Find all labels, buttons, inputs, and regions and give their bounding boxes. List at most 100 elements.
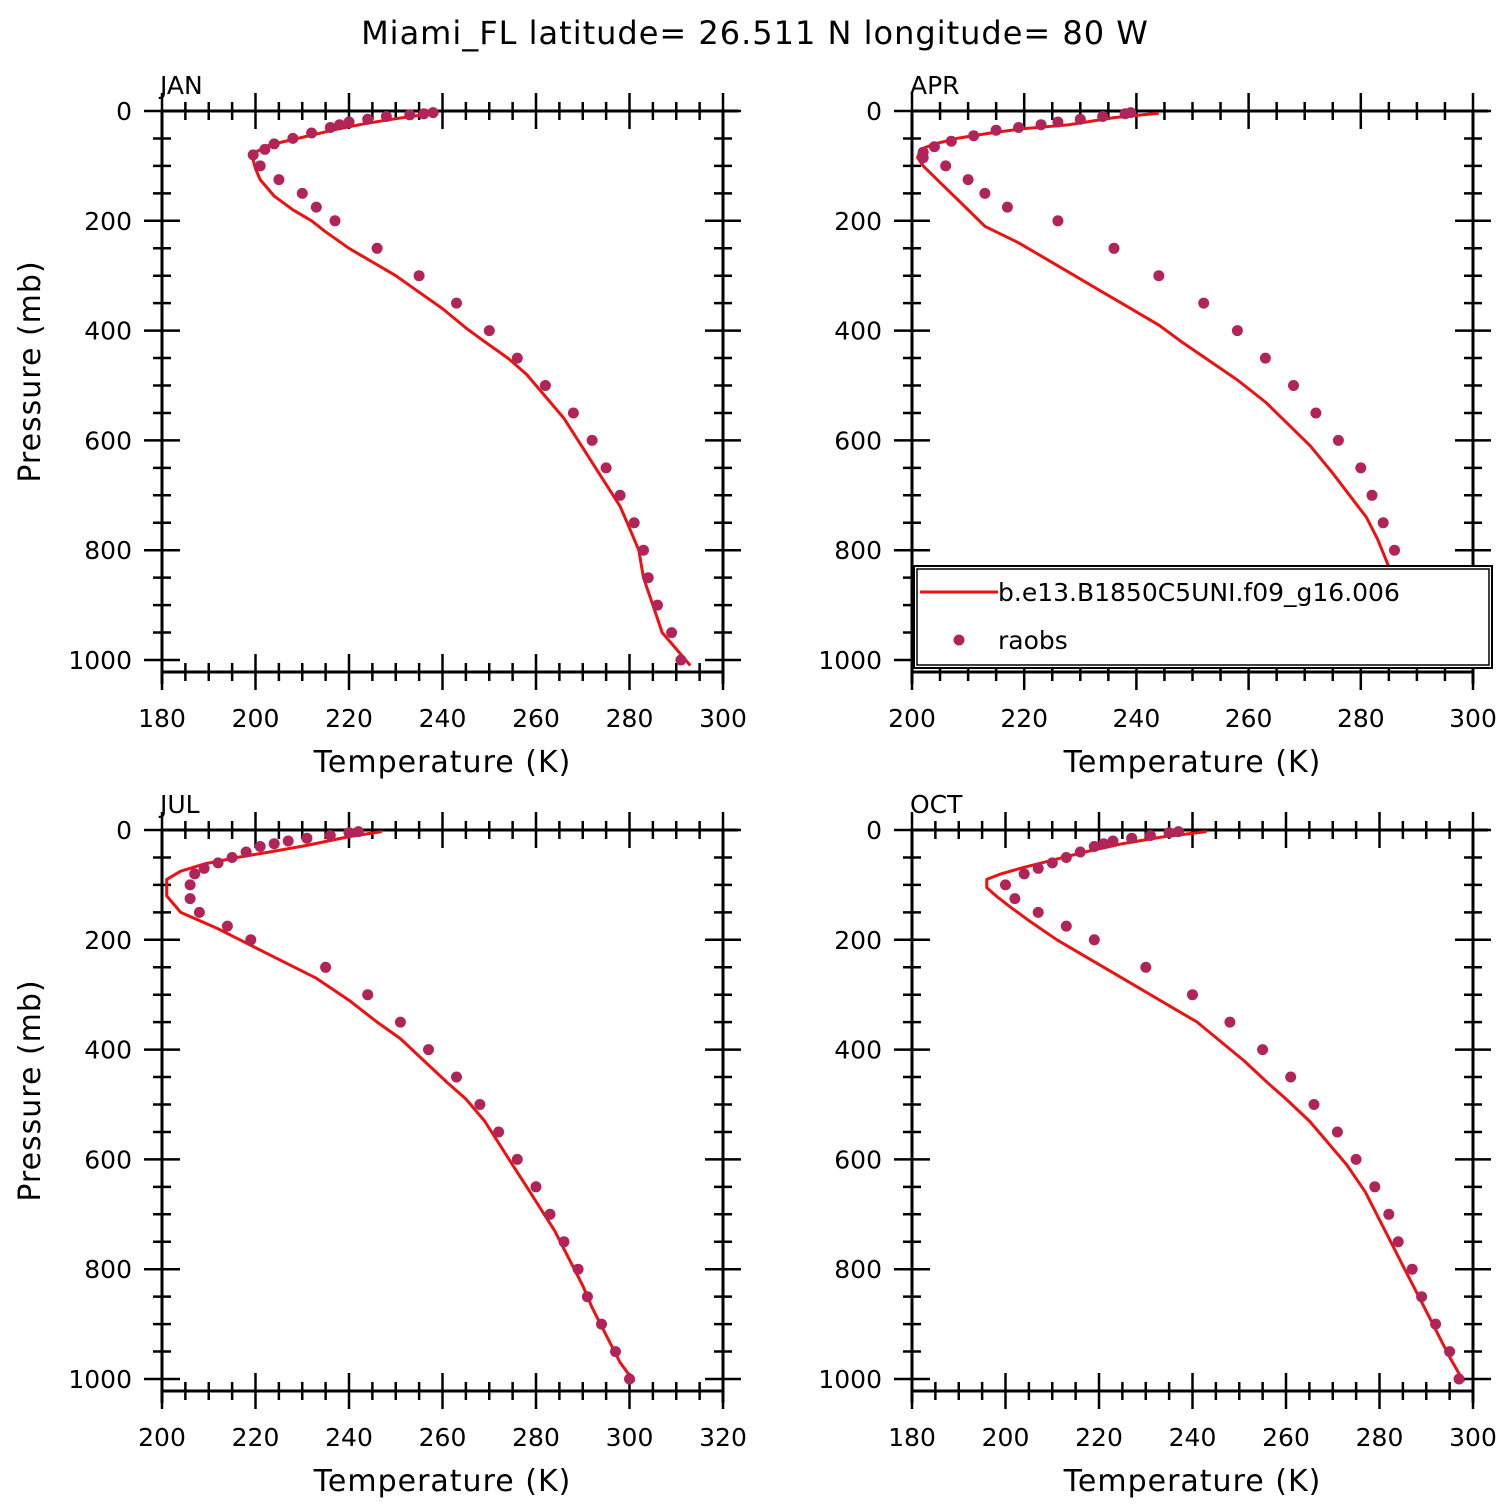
y-tick-label: 200 bbox=[834, 926, 882, 955]
x-tick-label: 200 bbox=[982, 1423, 1030, 1452]
raobs-point bbox=[1350, 1153, 1362, 1165]
raobs-point bbox=[427, 107, 439, 119]
panel-title: OCT bbox=[910, 790, 963, 819]
data-layer bbox=[916, 107, 1452, 667]
raobs-point bbox=[423, 1044, 434, 1056]
y-tick-label: 0 bbox=[116, 97, 132, 126]
raobs-point bbox=[1163, 827, 1175, 839]
x-tick-label: 260 bbox=[512, 704, 560, 733]
raobs-point bbox=[1060, 852, 1072, 863]
y-tick-label: 600 bbox=[84, 1145, 132, 1174]
raobs-point bbox=[380, 111, 392, 122]
y-axis-label: Pressure (mb) bbox=[13, 979, 48, 1201]
raobs-point bbox=[418, 108, 430, 120]
raobs-point bbox=[652, 599, 663, 611]
raobs-point bbox=[1035, 119, 1047, 131]
raobs-point bbox=[945, 135, 957, 147]
raobs-point bbox=[273, 174, 285, 186]
x-axis-label: Temperature (K) bbox=[1063, 745, 1322, 780]
raobs-point bbox=[1288, 380, 1299, 391]
y-tick-label: 600 bbox=[834, 426, 882, 455]
raobs-point bbox=[1231, 325, 1243, 337]
x-tick-label: 220 bbox=[232, 1423, 280, 1452]
y-tick-label: 1000 bbox=[68, 646, 132, 675]
x-tick-label: 240 bbox=[1113, 704, 1161, 733]
raobs-point bbox=[1389, 544, 1400, 556]
raobs-point bbox=[511, 352, 523, 364]
raobs-point bbox=[245, 934, 257, 946]
raobs-point bbox=[928, 141, 940, 153]
raobs-point bbox=[990, 124, 1002, 136]
raobs-point bbox=[539, 380, 551, 391]
x-tick-label: 280 bbox=[512, 1423, 560, 1452]
y-tick-label: 0 bbox=[116, 816, 132, 845]
legend-obs-swatch bbox=[953, 634, 965, 646]
x-tick-label: 280 bbox=[1356, 1423, 1404, 1452]
y-tick-label: 800 bbox=[834, 1255, 882, 1284]
raobs-point bbox=[1259, 352, 1271, 364]
raobs-point bbox=[1187, 989, 1198, 1001]
raobs-point bbox=[567, 407, 579, 419]
raobs-point bbox=[511, 1153, 523, 1165]
raobs-point bbox=[917, 146, 929, 158]
raobs-point bbox=[247, 149, 259, 161]
raobs-point bbox=[1153, 270, 1165, 282]
y-tick-label: 0 bbox=[866, 97, 882, 126]
x-tick-label: 240 bbox=[1169, 1423, 1217, 1452]
raobs-point bbox=[189, 868, 201, 880]
raobs-point bbox=[642, 572, 654, 584]
raobs-point bbox=[962, 174, 974, 186]
data-layer bbox=[247, 107, 692, 667]
raobs-point bbox=[1310, 407, 1322, 419]
raobs-point bbox=[1308, 1099, 1320, 1110]
raobs-point bbox=[1097, 111, 1109, 122]
raobs-point bbox=[610, 1346, 621, 1358]
y-tick-label: 800 bbox=[84, 536, 132, 565]
raobs-point bbox=[530, 1181, 542, 1193]
x-tick-label: 240 bbox=[419, 704, 467, 733]
raobs-point bbox=[184, 893, 196, 905]
model-profile-line bbox=[251, 111, 692, 667]
raobs-point bbox=[334, 119, 346, 131]
y-tick-label: 400 bbox=[84, 1036, 132, 1065]
raobs-point bbox=[287, 132, 299, 144]
y-tick-label: 0 bbox=[866, 816, 882, 845]
raobs-point bbox=[1001, 201, 1013, 213]
y-tick-label: 1000 bbox=[68, 1365, 132, 1394]
raobs-point bbox=[240, 846, 252, 858]
raobs-point bbox=[451, 297, 462, 309]
raobs-point bbox=[268, 138, 280, 150]
raobs-point bbox=[198, 862, 210, 874]
data-layer bbox=[985, 826, 1466, 1385]
raobs-point bbox=[329, 215, 341, 227]
raobs-point bbox=[624, 1373, 635, 1385]
raobs-point bbox=[596, 1318, 607, 1330]
raobs-point bbox=[1125, 107, 1137, 119]
raobs-point bbox=[1444, 1346, 1456, 1358]
raobs-point bbox=[558, 1236, 570, 1248]
x-tick-label: 320 bbox=[699, 1423, 747, 1452]
raobs-point bbox=[666, 627, 678, 639]
raobs-point bbox=[1098, 838, 1110, 850]
raobs-point bbox=[394, 1016, 406, 1028]
x-tick-label: 260 bbox=[419, 1423, 467, 1452]
raobs-point bbox=[193, 906, 205, 918]
raobs-point bbox=[324, 830, 336, 841]
raobs-point bbox=[1331, 1126, 1343, 1138]
raobs-point bbox=[979, 187, 991, 199]
legend-inner-border bbox=[916, 568, 1490, 666]
raobs-point bbox=[1013, 122, 1025, 133]
x-tick-label: 300 bbox=[699, 704, 747, 733]
raobs-point bbox=[413, 270, 425, 282]
x-tick-label: 300 bbox=[1449, 704, 1497, 733]
raobs-point bbox=[1140, 961, 1152, 973]
x-tick-label: 180 bbox=[888, 1423, 936, 1452]
raobs-point bbox=[404, 109, 416, 121]
raobs-point bbox=[184, 879, 196, 891]
y-tick-label: 400 bbox=[84, 317, 132, 346]
x-tick-label: 180 bbox=[138, 704, 186, 733]
y-tick-label: 200 bbox=[834, 207, 882, 236]
raobs-point bbox=[586, 434, 598, 446]
